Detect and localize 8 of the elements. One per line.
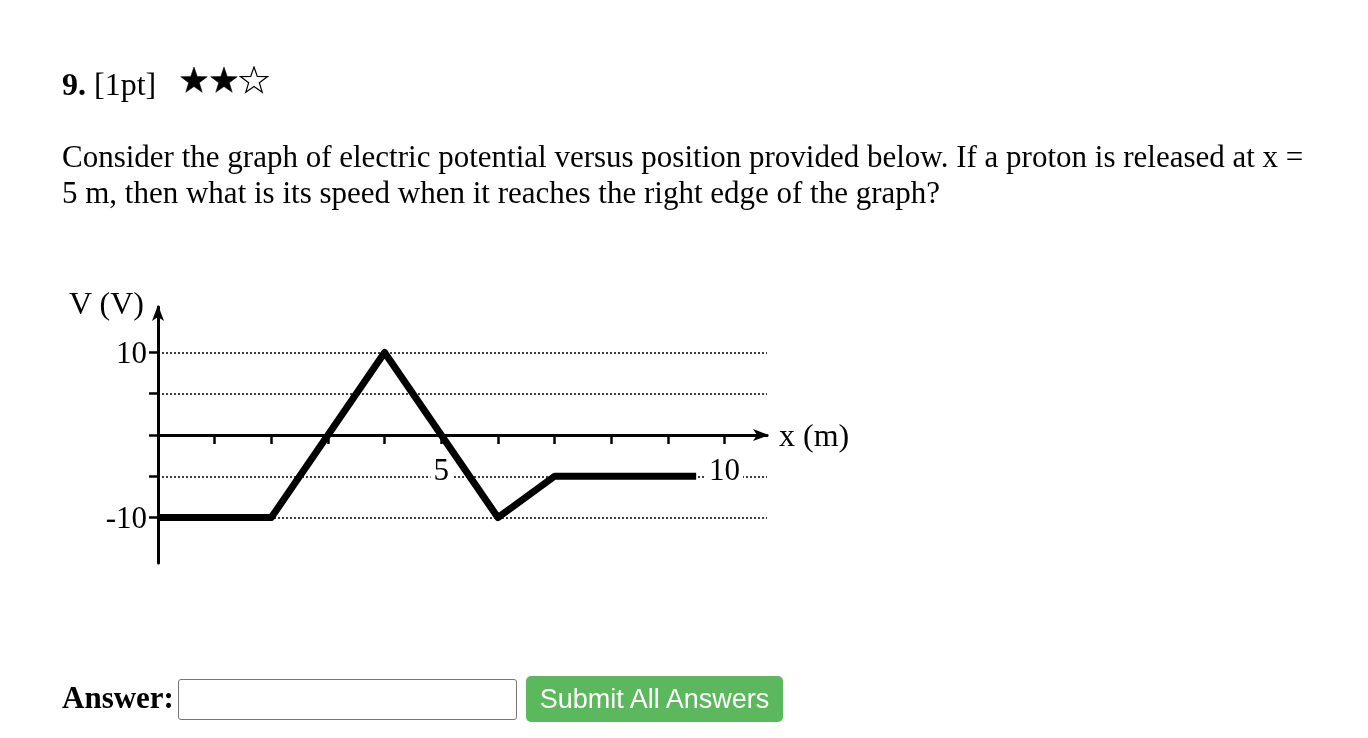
button: Submit All Answers bbox=[526, 676, 783, 722]
text: Answer: bbox=[62, 680, 174, 716]
y-axis-title: V (V) bbox=[69, 285, 144, 321]
y-tick-label: -10 bbox=[105, 500, 147, 536]
chart-subtitle: Consider the graph of electric potential versus position provided below. If a proton is released at x = 5 m, then what is its speed when it reaches the right edge of the graph? bbox=[62, 139, 1305, 211]
x-tick-label: 5 bbox=[433, 452, 450, 487]
x-axis-title: x (m) bbox=[779, 417, 850, 453]
chart-title: 9. [1pt] bbox=[62, 66, 157, 102]
